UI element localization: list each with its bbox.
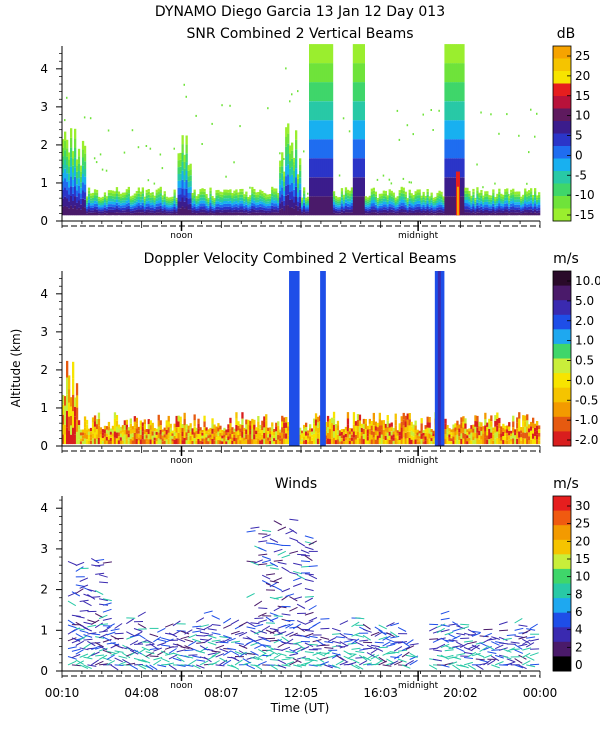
x-tick-label: 16:03 (363, 686, 398, 700)
midnight-marker: midnight (398, 231, 439, 241)
colorbar-tick-label: 25 (575, 49, 590, 63)
y-tick-label: 2 (40, 363, 48, 377)
snr-colorbar-unit: dB (557, 26, 576, 42)
colorbar-tick-label: -10 (575, 188, 595, 202)
midnight-marker: midnight (398, 456, 439, 466)
doppler-plot-area (62, 271, 541, 446)
y-tick-label: 2 (40, 583, 48, 597)
colorbar-tick-label: 20 (575, 534, 590, 548)
x-axis-label: Time (UT) (270, 701, 330, 715)
y-tick-label: 1 (40, 401, 48, 415)
colorbar-tick-label: 10 (575, 109, 590, 123)
colorbar-tick-label: 6 (575, 605, 583, 619)
colorbar-tick-label: -1.0 (575, 413, 598, 427)
y-tick-label: 4 (40, 62, 48, 76)
colorbar-tick-label: 15 (575, 89, 590, 103)
colorbar-tick-label: -5 (575, 168, 587, 182)
colorbar-tick-label: 15 (575, 552, 590, 566)
y-axis-label: Altitude (km) (9, 329, 23, 408)
x-tick-label: 12:05 (284, 686, 319, 700)
y-tick-label: 3 (40, 325, 48, 339)
winds-panel-title: Winds (275, 476, 317, 492)
y-tick-label: 4 (40, 287, 48, 301)
y-tick-label: 2 (40, 138, 48, 152)
doppler-panel-title: Doppler Velocity Combined 2 Vertical Bea… (144, 251, 457, 267)
noon-marker: noon (170, 456, 192, 466)
x-tick-label: 00:00 (523, 686, 558, 700)
colorbar-tick-label: 2 (575, 640, 583, 654)
colorbar-tick-label: 0 (575, 658, 583, 672)
colorbar-tick-label: 4 (575, 623, 583, 637)
snr-colorbar: 25 20 15 10 5 0 -5 -10 -15 (552, 45, 595, 222)
colorbar-tick-label: 0.0 (575, 373, 594, 387)
colorbar-tick-label: -0.5 (575, 393, 598, 407)
colorbar-tick-label: 30 (575, 499, 590, 513)
colorbar-tick-label: 5.0 (575, 294, 594, 308)
y-tick-label: 3 (40, 100, 48, 114)
y-tick-label: 3 (40, 542, 48, 556)
y-tick-label: 0 (40, 439, 48, 453)
x-tick-label: 00:10 (45, 686, 80, 700)
y-tick-label: 0 (40, 214, 48, 228)
colorbar-tick-label: 20 (575, 69, 590, 83)
colorbar-tick-label: 1.0 (575, 334, 594, 348)
figure-title: DYNAMO Diego Garcia 13 Jan 12 Day 013 (155, 4, 445, 20)
colorbar-tick-label: 0 (575, 148, 583, 162)
noon-marker: noon (170, 681, 192, 691)
doppler-colorbar-unit: m/s (553, 251, 579, 267)
colorbar-tick-label: 10 (575, 570, 590, 584)
doppler-colorbar: 10.0 5.0 2.0 1.0 0.5 0.0 -0.5 -1.0 -2.0 (552, 270, 600, 447)
colorbar-tick-label: 25 (575, 517, 590, 531)
y-tick-label: 1 (40, 176, 48, 190)
snr-panel-title: SNR Combined 2 Vertical Beams (186, 26, 413, 42)
x-tick-label: 08:07 (204, 686, 239, 700)
colorbar-tick-label: -15 (575, 208, 595, 222)
colorbar-tick-label: 8 (575, 587, 583, 601)
y-tick-label: 1 (40, 623, 48, 637)
winds-colorbar-unit: m/s (553, 476, 579, 492)
winds-plot-area (67, 518, 540, 671)
colorbar-tick-label: 0.5 (575, 354, 594, 368)
colorbar-tick-label: -2.0 (575, 433, 598, 447)
x-tick-label: 20:02 (443, 686, 478, 700)
snr-plot-area (62, 44, 541, 216)
midnight-marker: midnight (398, 681, 439, 691)
colorbar-tick-label: 10.0 (575, 274, 600, 288)
noon-marker: noon (170, 231, 192, 241)
y-tick-label: 0 (40, 664, 48, 678)
colorbar-tick-label: 2.0 (575, 314, 594, 328)
colorbar-tick-label: 5 (575, 129, 583, 143)
y-tick-label: 4 (40, 501, 48, 515)
axes-layer: 0 1 2 3 4 noon midnight 0 1 2 3 4 noon midnight 0 1 2 3 4 n… (40, 46, 557, 700)
x-tick-label: 04:08 (124, 686, 159, 700)
